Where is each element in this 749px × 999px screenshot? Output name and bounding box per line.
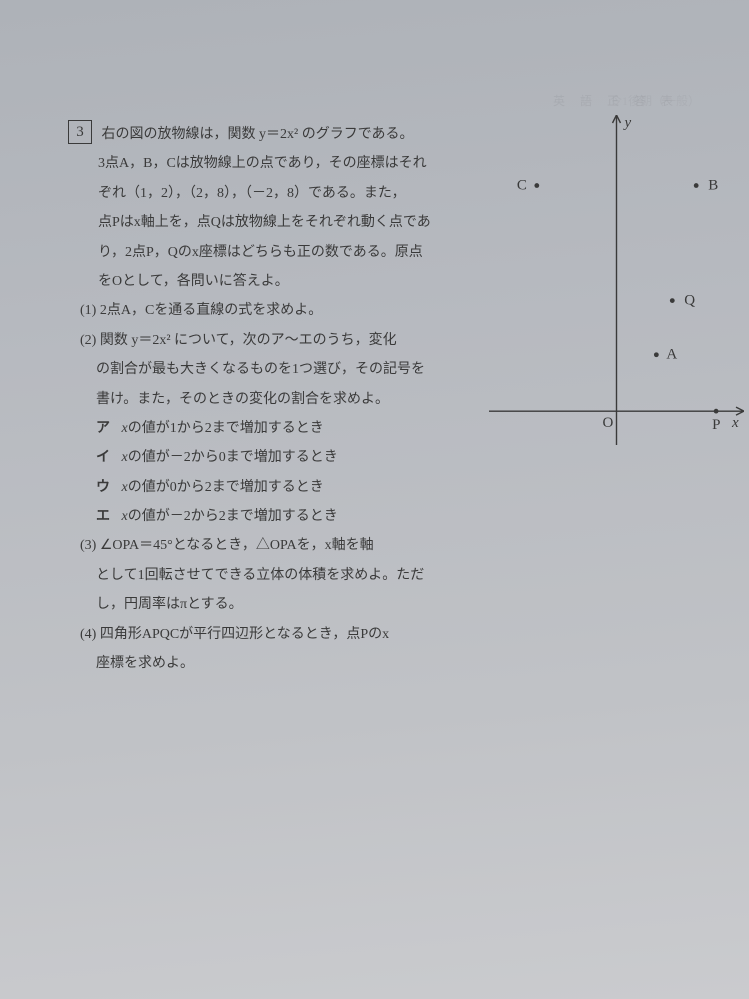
sub2-line-1: の割合が最も大きくなるものを1つ選び，その記号を	[96, 355, 488, 384]
choice-a-text: xxの値が1から2まで増加するときの値が1から2まで増加するとき	[122, 421, 324, 436]
sub3-line-1: として1回転させてできる立体の体積を求めよ。ただ	[96, 561, 488, 590]
intro-line-2: ぞれ（1，2），（2，8），（－2，8）である。また，	[98, 179, 488, 208]
sub3-line-2: し，円周率はπとする。	[96, 590, 488, 619]
sub-question-3: (3) ∠OPA＝45°となるとき，△OPAを，x軸を軸	[80, 531, 488, 560]
svg-text:P: P	[712, 417, 720, 433]
intro-line-4: り，2点P，Qのx座標はどちらも正の数である。原点	[98, 238, 488, 267]
choice-e: エ xの値が－2から2まで増加するとき	[96, 502, 488, 531]
intro-line-1: 3点A，B，Cは放物線上の点であり，その座標はそれ	[98, 149, 488, 178]
choice-i-label: イ	[96, 443, 118, 472]
svg-text:O: O	[603, 415, 614, 431]
parabola-graph: Oy x A B C Q P	[489, 115, 744, 445]
choice-u-text: xの値が0から2まで増加するとき	[122, 480, 324, 495]
svg-text:x: x	[731, 415, 739, 431]
faint-header-left: 令1後期（一般）	[610, 92, 700, 109]
sub-question-1: (1) 2点A，Cを通る直線の式を求めよ。	[80, 296, 488, 325]
choice-i-text: xの値が－2から0まで増加するとき	[122, 450, 338, 465]
graph-svg: Oy x A B C Q P	[489, 115, 744, 445]
sub4-line-0: 四角形APQCが平行四辺形となるとき，点Pのx	[100, 627, 389, 642]
choice-a: ア xxの値が1から2まで増加するときの値が1から2まで増加するとき	[96, 414, 488, 443]
sub3-line-0: ∠OPA＝45°となるとき，△OPAを，x軸を軸	[100, 538, 374, 553]
svg-text:y: y	[623, 115, 632, 131]
sub2-label: (2)	[80, 333, 96, 348]
intro-line-0: 右の図の放物線は，関数 y＝2x² のグラフである。	[102, 127, 414, 142]
sub3-label: (3)	[80, 538, 96, 553]
problem-content: 3 右の図の放物線は，関数 y＝2x² のグラフである。 3点A，B，Cは放物線…	[68, 120, 488, 678]
sub2-line-2: 書け。また，そのときの変化の割合を求めよ。	[96, 385, 488, 414]
sub1-label: (1)	[80, 303, 96, 318]
choice-e-label: エ	[96, 502, 118, 531]
question-number-box: 3	[68, 120, 92, 144]
choice-u-label: ウ	[96, 473, 118, 502]
svg-text:C: C	[517, 178, 527, 194]
page: 英 語 正 答 表 令1後期（一般） 3 右の図の放物線は，関数 y＝2x² の…	[0, 0, 749, 999]
sub1-text: 2点A，Cを通る直線の式を求めよ。	[100, 303, 322, 318]
svg-text:Q: Q	[684, 293, 695, 309]
choice-e-text: xの値が－2から2まで増加するとき	[122, 509, 338, 524]
sub4-label: (4)	[80, 627, 96, 642]
sub-question-2: (2) 関数 y＝2x² について，次のア～エのうち，変化	[80, 326, 488, 355]
intro-line-5: をOとして，各問いに答えよ。	[98, 267, 488, 296]
svg-text:B: B	[708, 178, 718, 194]
choice-u: ウ xの値が0から2まで増加するとき	[96, 473, 488, 502]
sub-question-4: (4) 四角形APQCが平行四辺形となるとき，点Pのx	[80, 620, 488, 649]
intro-line-3: 点Pはx軸上を，点Qは放物線上をそれぞれ動く点であ	[98, 208, 488, 237]
problem-intro: 右の図の放物線は，関数 y＝2x² のグラフである。	[102, 127, 414, 142]
sub4-line-1: 座標を求めよ。	[96, 649, 488, 678]
choice-i: イ xの値が－2から0まで増加するとき	[96, 443, 488, 472]
svg-text:A: A	[666, 347, 677, 363]
sub2-line-0: 関数 y＝2x² について，次のア～エのうち，変化	[100, 333, 397, 348]
choice-a-label: ア	[96, 414, 118, 443]
